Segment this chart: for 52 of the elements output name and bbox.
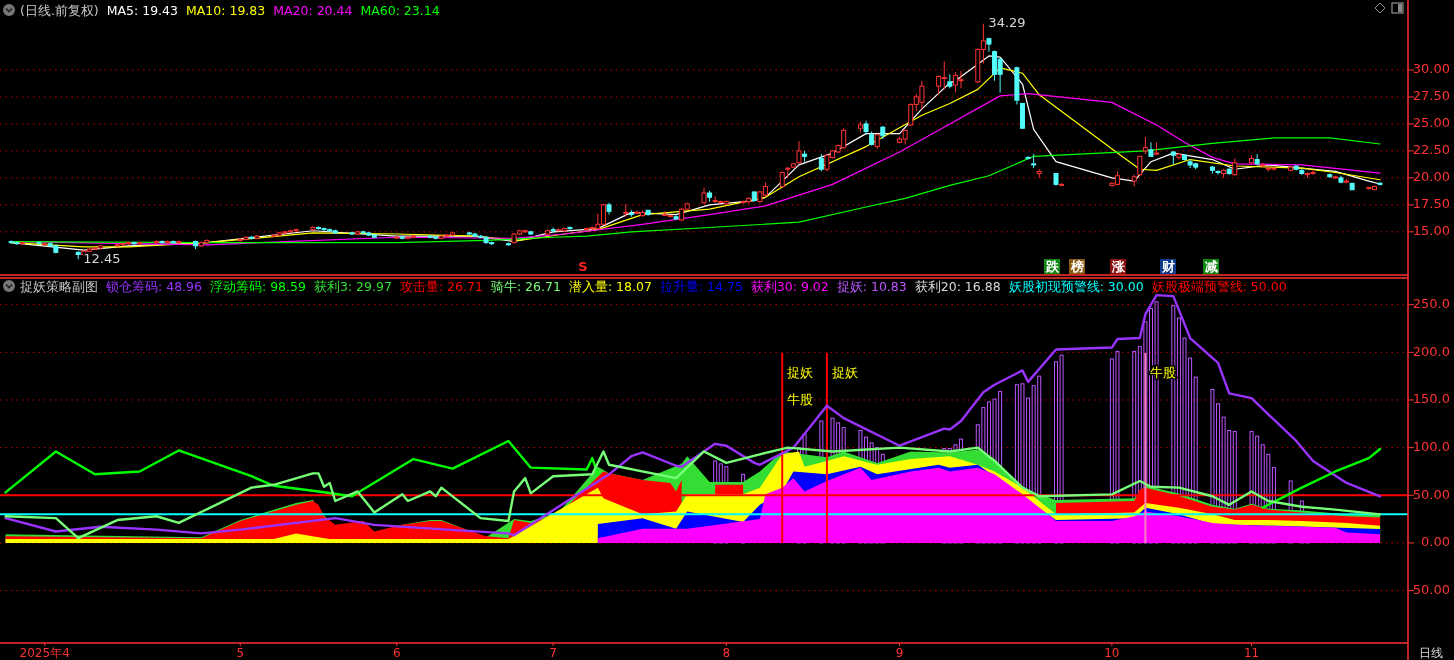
y-tick-label: 50.00 <box>1412 486 1450 502</box>
chart-title: 捉妖策略副图 <box>20 279 98 294</box>
annotation: 捉妖 <box>831 364 858 380</box>
x-tick-label: 5 <box>236 646 245 660</box>
text: MA60: 23.14 <box>360 3 440 18</box>
ref-line-label: 妖股极端预警线: 50.00 <box>1151 279 1287 294</box>
annotation: 捉妖 <box>787 364 814 380</box>
annotation: 牛股 <box>787 391 814 407</box>
x-tick-label: 6 <box>392 646 401 660</box>
x-tick-label: 11 <box>1243 646 1260 660</box>
annotation: 获利20: 16.88 <box>914 279 1001 294</box>
annotation: S <box>578 259 588 274</box>
text: 捉妖: 10.83 <box>836 279 907 294</box>
annotation: 涨 <box>1110 259 1126 274</box>
y-tick-label: 25.00 <box>1412 115 1450 131</box>
annotation: 34.29 <box>988 15 1026 31</box>
y-tick-label: 22.50 <box>1412 142 1450 158</box>
y-tick-label: 250.0 <box>1412 296 1450 312</box>
y-tick-label: 30.00 <box>1412 61 1450 77</box>
text: MA20: 20.44 <box>273 3 353 18</box>
text: 拉升量: 14.75 <box>659 279 743 294</box>
x-tick-label: 2025年4 <box>19 646 70 660</box>
text: MA5: 19.43 <box>106 3 178 18</box>
x-tick-label: 7 <box>549 646 557 660</box>
x-tick-label: 9 <box>895 646 904 660</box>
y-tick-label: 17.50 <box>1412 196 1450 212</box>
y-tick-label: 150.0 <box>1412 391 1450 407</box>
x-axis-title: 日线 <box>1419 646 1443 660</box>
y-tick-label: 100.0 <box>1412 439 1450 455</box>
y-tick-label: 27.50 <box>1412 88 1450 104</box>
annotation: 财 <box>1160 259 1175 274</box>
text: 潜入量: 18.07 <box>568 279 652 294</box>
text: MA10: 19.83 <box>186 3 266 18</box>
text: 浮动筹码: 98.59 <box>209 279 306 294</box>
y-tick-label: 0.00 <box>1421 534 1450 550</box>
y-tick-label: 200.0 <box>1412 343 1450 359</box>
y-tick-label: -50.00 <box>1408 582 1450 598</box>
annotation: 榜 <box>1069 259 1084 274</box>
annotation: 跌 <box>1044 259 1060 274</box>
annotation: 减 <box>1204 259 1218 274</box>
text: 获利3: 29.97 <box>313 279 392 294</box>
text: 锁仓筹码: 48.96 <box>105 279 203 294</box>
ref-line-label: 妖股初现预警线: 30.00 <box>1008 279 1144 294</box>
text: 骑牛: 26.71 <box>490 279 561 294</box>
text: 获利30: 9.02 <box>750 279 829 294</box>
x-tick-label: 10 <box>1104 646 1120 660</box>
annotation: 12.45 <box>83 250 121 266</box>
text: 攻击量: 26.71 <box>399 279 483 294</box>
chart-title: (日线.前复权) <box>20 3 99 18</box>
y-tick-label: 20.00 <box>1412 169 1450 185</box>
y-tick-label: 15.00 <box>1412 223 1450 239</box>
x-tick-label: 8 <box>722 646 731 660</box>
